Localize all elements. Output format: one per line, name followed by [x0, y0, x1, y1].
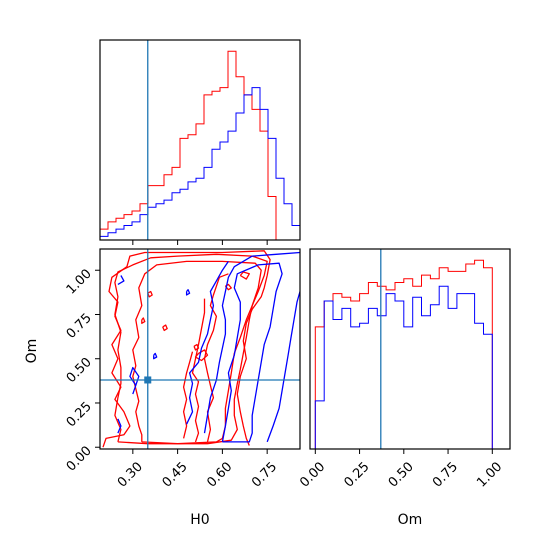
om-histogram-frame: [309, 248, 511, 450]
h0-histogram-marks: [99, 50, 301, 241]
contour-series-1-level-0: [221, 262, 283, 443]
x-axis-label-om: Om: [398, 512, 423, 528]
contour-series-0-level-11: [239, 271, 250, 280]
h0-histogram-ticks: [132, 240, 268, 245]
contour-series-0-level-5: [182, 351, 194, 439]
contour-series-1-level-4: [129, 366, 140, 395]
contour-series-0-level-10: [141, 317, 146, 324]
contour-series-1-level-1: [203, 251, 300, 434]
contour-series-1-level-3: [266, 291, 300, 443]
contour-frame: [99, 248, 301, 450]
contour-series-1-level-5: [117, 418, 122, 434]
h0-hist-series-0: [99, 50, 300, 241]
h0-hist-series-1: [99, 87, 301, 240]
y-axis-label-om: Om: [24, 339, 40, 364]
contour-series-0-level-2: [102, 250, 271, 448]
contour-series-1-level-2: [186, 261, 229, 425]
contour-series-1-level-7: [153, 352, 158, 360]
contour-series-0-level-7: [193, 343, 200, 351]
h0-histogram-panel: [99, 39, 301, 245]
contour-series-0-level-6: [194, 349, 209, 362]
h0-histogram-frame: [99, 39, 301, 241]
om-hist-series-1: [314, 285, 493, 449]
om-hist-series-0: [314, 259, 493, 449]
contour-marks: [102, 250, 300, 448]
contour-series-1-level-6: [117, 275, 125, 285]
x-axis-label-h0: H0: [190, 512, 209, 528]
truth-marker: [144, 376, 152, 384]
contour-series-0-level-1: [114, 253, 268, 445]
contour-series-0-level-8: [147, 290, 153, 298]
contour-series-1-level-8: [185, 289, 191, 296]
om-histogram-marks: [314, 259, 493, 449]
contour-series-0-level-4: [191, 298, 206, 443]
contour-series-0-level-9: [162, 324, 168, 332]
